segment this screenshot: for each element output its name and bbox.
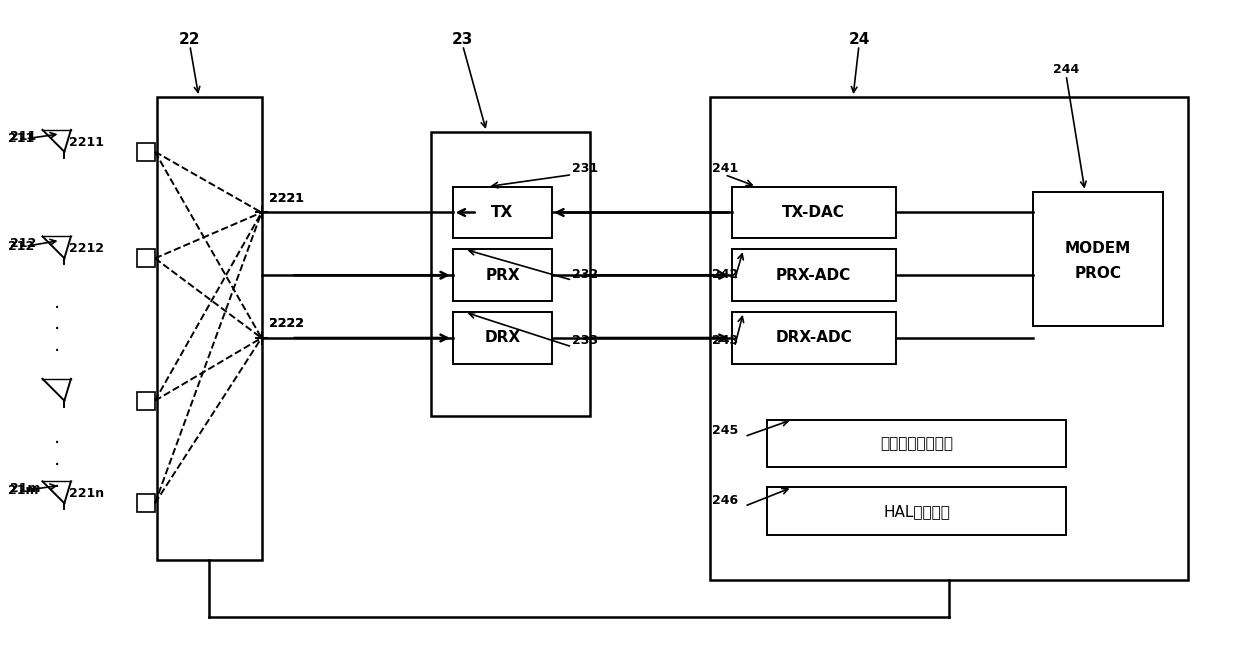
Text: 2212: 2212 — [69, 242, 104, 255]
Text: 24: 24 — [849, 31, 870, 47]
Bar — [138, 249, 155, 267]
Bar — [767, 420, 1066, 468]
Text: 2222: 2222 — [270, 317, 305, 330]
Text: PROC: PROC — [1074, 266, 1121, 281]
Text: MODEM: MODEM — [1064, 241, 1131, 256]
Text: 243: 243 — [711, 335, 737, 348]
Text: TX: TX — [492, 205, 514, 220]
Text: 232: 232 — [572, 268, 598, 281]
Text: 2222: 2222 — [270, 317, 305, 330]
Text: 233: 233 — [572, 335, 598, 348]
Bar — [767, 487, 1066, 535]
Bar — [452, 312, 553, 364]
Text: ·: · — [55, 434, 61, 453]
Bar — [452, 249, 553, 301]
Text: 2221: 2221 — [270, 192, 305, 205]
Text: 212: 212 — [7, 240, 33, 253]
Text: 246: 246 — [711, 494, 737, 507]
Text: PRX: PRX — [486, 268, 520, 283]
Text: DRX-ADC: DRX-ADC — [776, 331, 852, 346]
Bar — [157, 97, 261, 560]
Text: 22: 22 — [180, 31, 201, 47]
Text: ·: · — [55, 478, 61, 497]
Text: 212: 212 — [10, 237, 36, 250]
Text: 2211: 2211 — [69, 136, 104, 149]
Text: 211: 211 — [7, 133, 33, 146]
Text: 244: 244 — [1053, 62, 1079, 75]
Text: ·: · — [55, 298, 61, 318]
Bar — [731, 312, 896, 364]
Text: 21m: 21m — [10, 482, 40, 495]
Text: PRX-ADC: PRX-ADC — [776, 268, 851, 283]
Text: 211: 211 — [10, 131, 36, 143]
Text: 2221: 2221 — [270, 192, 305, 205]
Bar — [452, 186, 553, 238]
Bar — [731, 249, 896, 301]
Bar — [138, 494, 155, 512]
Text: HAL接口模块: HAL接口模块 — [883, 504, 950, 519]
Bar — [138, 143, 155, 161]
Text: DRX: DRX — [484, 331, 520, 346]
Text: 242: 242 — [711, 268, 738, 281]
Text: 天线切换控制模块: 天线切换控制模块 — [880, 436, 953, 451]
Bar — [138, 392, 155, 409]
Bar — [431, 132, 590, 416]
Text: 21m: 21m — [7, 484, 38, 497]
Text: ·: · — [55, 456, 61, 475]
Text: 231: 231 — [572, 162, 598, 175]
Text: ·: · — [55, 321, 61, 340]
Text: TX-DAC: TX-DAC — [782, 205, 845, 220]
Text: ·: · — [55, 342, 61, 361]
Text: 241: 241 — [711, 162, 738, 175]
Bar — [1033, 192, 1162, 326]
Text: 245: 245 — [711, 424, 738, 437]
Bar — [710, 97, 1188, 580]
Text: 221n: 221n — [69, 487, 104, 501]
Text: 23: 23 — [452, 31, 473, 47]
Bar — [731, 186, 896, 238]
